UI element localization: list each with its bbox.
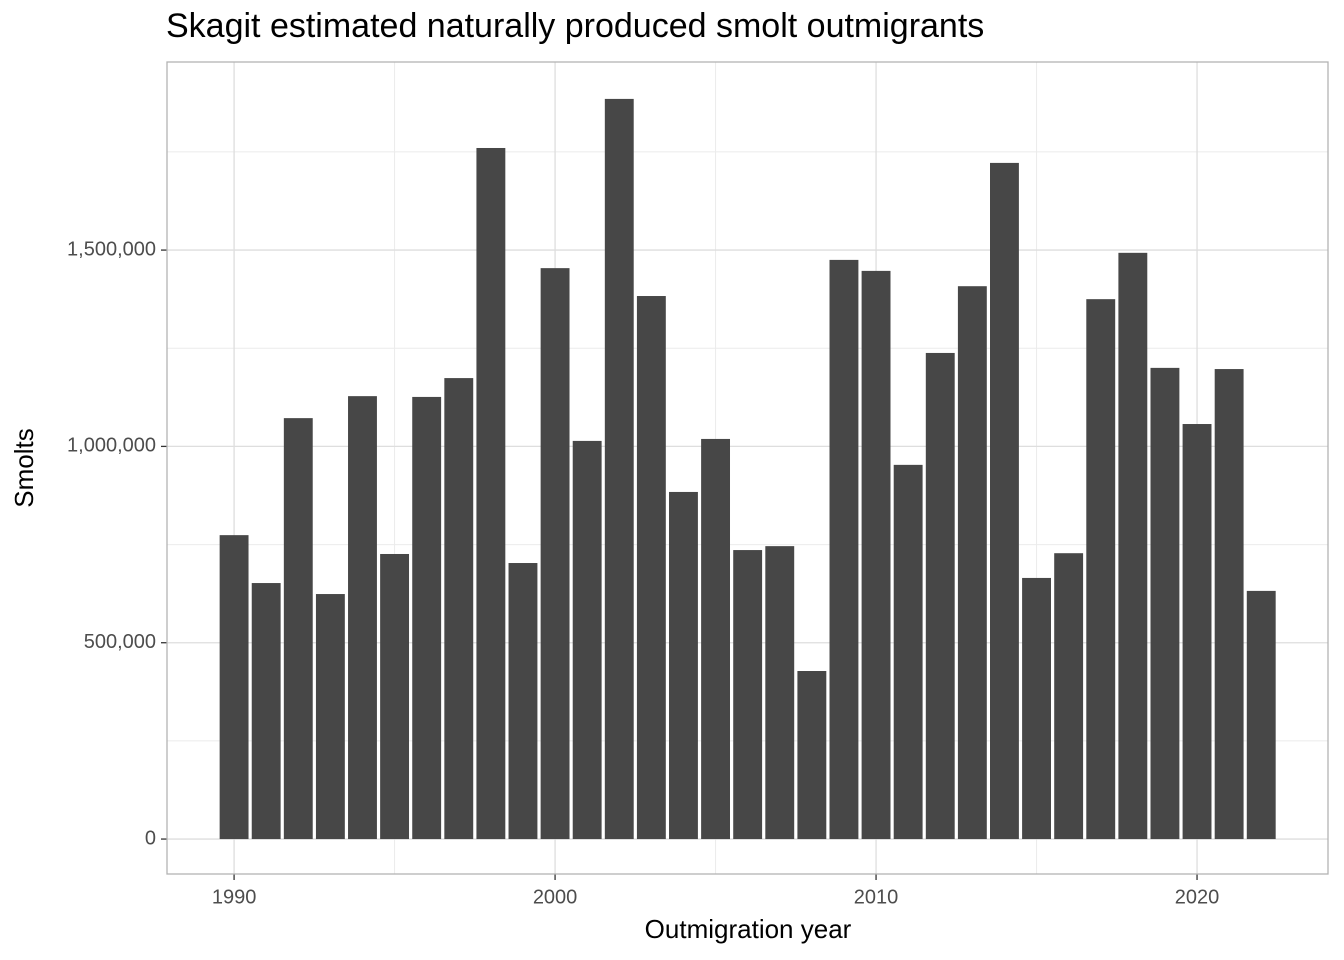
x-tick-label: 2010 xyxy=(854,886,899,908)
bar xyxy=(861,270,891,840)
bar xyxy=(1022,577,1051,840)
bar xyxy=(1214,369,1244,840)
bar xyxy=(219,535,249,840)
bar xyxy=(701,438,731,840)
x-tick-label: 2000 xyxy=(533,886,578,908)
bar xyxy=(957,286,987,840)
bar xyxy=(797,671,827,840)
bar xyxy=(893,464,923,840)
bar xyxy=(1150,367,1180,840)
bar xyxy=(572,440,602,840)
bar xyxy=(251,583,281,840)
bar xyxy=(1086,299,1116,840)
bar xyxy=(315,594,345,840)
bar xyxy=(283,418,313,840)
x-tick-label: 2020 xyxy=(1175,886,1220,908)
y-tick-label: 1,000,000 xyxy=(67,435,156,457)
bar xyxy=(733,550,763,840)
bar xyxy=(636,296,666,840)
y-tick-label: 1,500,000 xyxy=(67,238,156,260)
bar xyxy=(669,491,698,840)
bar xyxy=(765,546,795,840)
bar xyxy=(604,98,634,840)
y-tick-label: 0 xyxy=(145,827,156,849)
x-tick-label: 1990 xyxy=(212,886,257,908)
bar xyxy=(444,378,474,840)
bar xyxy=(1182,424,1212,840)
bar xyxy=(348,396,377,840)
chart-title: Skagit estimated naturally produced smol… xyxy=(166,7,984,45)
bar xyxy=(540,268,570,840)
bar xyxy=(412,396,442,840)
plot-border xyxy=(166,61,1329,875)
bar xyxy=(1118,252,1148,840)
bar xyxy=(380,553,410,840)
bar xyxy=(1246,590,1276,840)
bar xyxy=(1054,553,1084,840)
y-tick-label: 500,000 xyxy=(84,631,156,653)
x-axis-label: Outmigration year xyxy=(645,914,852,944)
bar xyxy=(925,352,955,840)
bar xyxy=(990,162,1019,840)
bar xyxy=(829,259,859,840)
bar xyxy=(476,147,506,840)
y-axis-label: Smolts xyxy=(9,428,39,507)
bar xyxy=(508,563,538,840)
